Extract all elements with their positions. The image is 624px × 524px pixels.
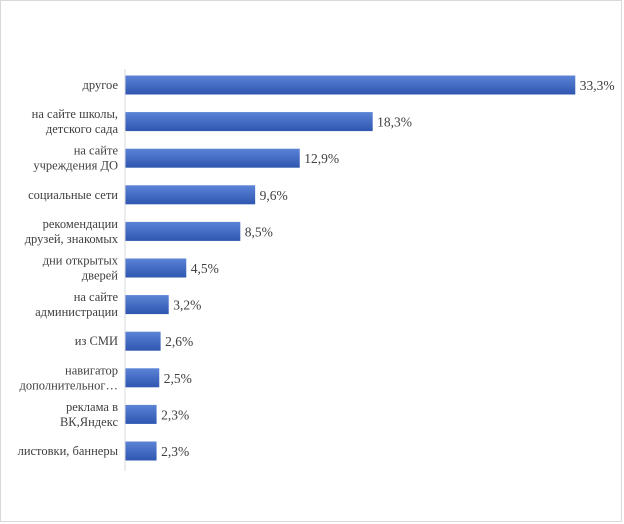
category-label: на сайте администрации bbox=[35, 290, 118, 319]
bar bbox=[125, 331, 161, 351]
data-label: 9,6% bbox=[260, 188, 288, 203]
category-label-line: социальные сети bbox=[28, 188, 118, 202]
category-label-line: детского сада bbox=[46, 122, 119, 136]
bars-group bbox=[125, 75, 576, 461]
category-label: реклама в ВК,Яндекс bbox=[60, 400, 118, 429]
category-label: листовки, баннеры bbox=[18, 444, 119, 458]
data-label: 2,3% bbox=[161, 444, 189, 459]
category-label: дни открытых дверей bbox=[43, 254, 119, 283]
bar bbox=[125, 404, 157, 424]
data-label: 18,3% bbox=[377, 115, 412, 130]
category-label-line: учреждения ДО bbox=[33, 159, 118, 173]
category-label-line: навигатор bbox=[65, 363, 118, 377]
category-label: из СМИ bbox=[75, 334, 118, 348]
data-label: 2,6% bbox=[165, 334, 193, 349]
category-label-line: дверей bbox=[82, 269, 119, 283]
data-label: 4,5% bbox=[191, 261, 219, 276]
category-label-line: другое bbox=[83, 78, 119, 92]
data-label: 2,3% bbox=[161, 407, 189, 422]
category-label-line: из СМИ bbox=[75, 334, 118, 348]
bar bbox=[125, 368, 160, 388]
value-labels: 33,3% 18,3% 12,9% 9,6% 8,5% 4,5% 3,2% 2,6% 2,5% 2… bbox=[161, 78, 615, 459]
category-label-line: дни открытых bbox=[43, 254, 119, 268]
data-label: 8,5% bbox=[245, 224, 273, 239]
bar bbox=[125, 75, 576, 95]
category-label: навигатор дополнительног… bbox=[19, 363, 118, 392]
category-label-line: рекомендации bbox=[43, 217, 119, 231]
bar bbox=[125, 185, 256, 205]
category-label-line: на сайте bbox=[74, 144, 119, 158]
bar bbox=[125, 148, 300, 168]
bar bbox=[125, 441, 157, 461]
category-label-line: ВК,Яндекс bbox=[60, 415, 118, 429]
category-label-line: на сайте школы, bbox=[32, 107, 118, 121]
data-label: 2,5% bbox=[164, 371, 192, 386]
category-label-line: дополнительног… bbox=[19, 378, 118, 392]
data-label: 12,9% bbox=[304, 151, 339, 166]
bar bbox=[125, 258, 187, 278]
bar bbox=[125, 295, 169, 315]
category-label: на сайте учреждения ДО bbox=[33, 144, 118, 173]
category-label-line: листовки, баннеры bbox=[18, 444, 119, 458]
category-label-line: друзей, знакомых bbox=[25, 232, 119, 246]
category-label: социальные сети bbox=[28, 188, 118, 202]
bar bbox=[125, 112, 373, 132]
category-label-line: на сайте bbox=[74, 290, 119, 304]
category-label: на сайте школы, детского сада bbox=[32, 107, 119, 136]
category-label: рекомендации друзей, знакомых bbox=[25, 217, 119, 246]
data-label: 3,2% bbox=[173, 298, 201, 313]
category-label: другое bbox=[83, 78, 119, 92]
category-label-line: реклама в bbox=[66, 400, 118, 414]
data-label: 33,3% bbox=[580, 78, 615, 93]
category-label-line: администрации bbox=[35, 305, 118, 319]
bar bbox=[125, 221, 241, 241]
